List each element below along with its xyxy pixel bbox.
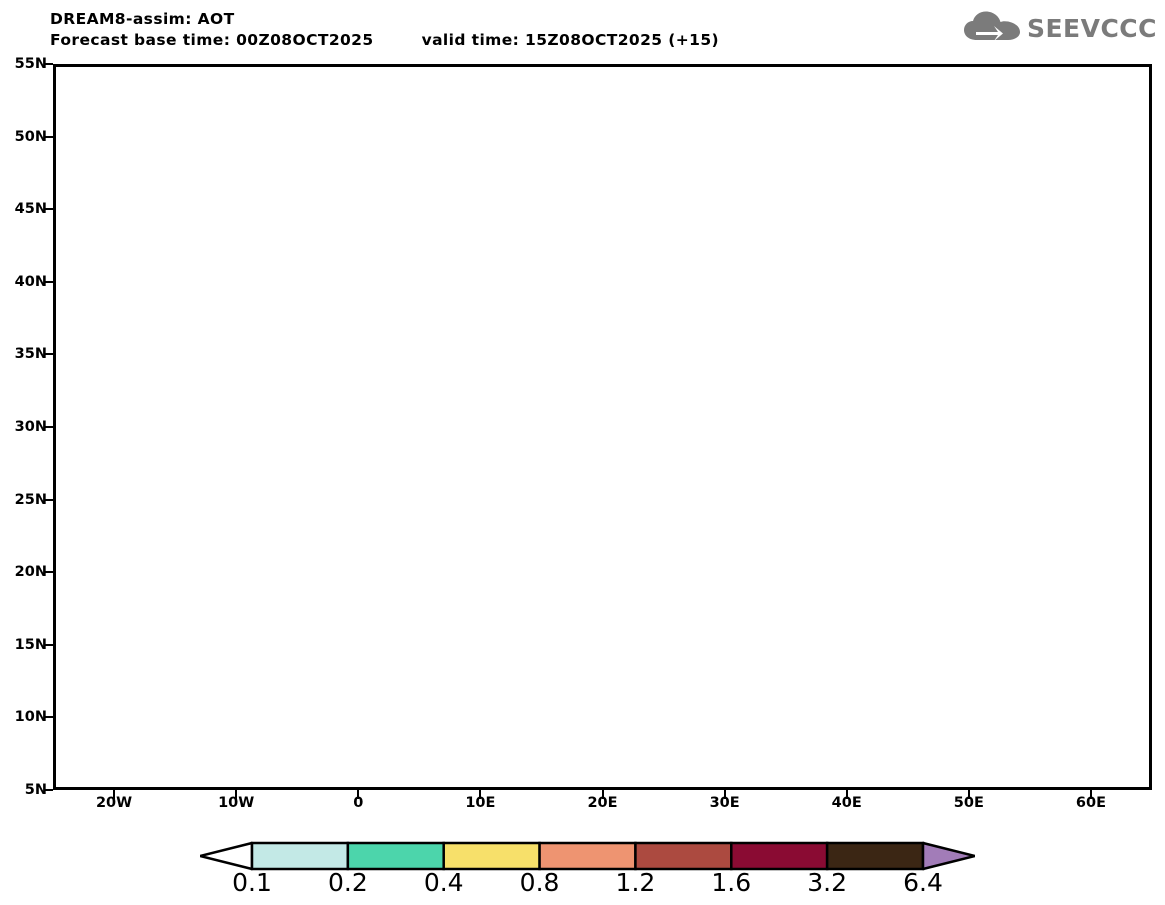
y-tick-mark <box>44 571 53 574</box>
colorbar-tick-label: 0.8 <box>519 868 560 897</box>
x-tick-label: 40E <box>831 795 862 811</box>
colorbar-swatch-4 <box>634 841 733 871</box>
colorbar-swatch-2 <box>442 841 541 871</box>
colorbar-tick-label: 3.2 <box>807 868 848 897</box>
colorbar-tick-label: 0.4 <box>423 868 464 897</box>
colorbar-tick-label: 1.6 <box>711 868 752 897</box>
y-tick-mark <box>44 353 53 356</box>
x-tick-label: 20E <box>587 795 618 811</box>
colorbar-tick-label: 0.2 <box>327 868 368 897</box>
x-tick-mark <box>235 790 238 799</box>
y-tick-mark <box>44 498 53 501</box>
y-tick-mark <box>44 789 53 791</box>
x-tick-label: 20W <box>95 795 133 811</box>
x-tick-mark <box>845 790 848 799</box>
colorbar-swatch-1 <box>346 841 445 871</box>
x-tick-mark <box>479 790 482 799</box>
colorbar-swatch-3 <box>538 841 637 871</box>
y-tick-label: 50N <box>14 128 47 145</box>
y-tick-mark <box>44 643 53 646</box>
y-tick-label: 25N <box>14 491 47 508</box>
y-tick-label: 20N <box>14 564 47 581</box>
y-tick-label: 55N <box>14 56 47 72</box>
x-tick-label: 10W <box>218 795 255 811</box>
x-tick-mark <box>601 790 604 799</box>
map-plot-area <box>53 64 1152 790</box>
y-tick-mark <box>44 716 53 719</box>
x-tick-label: 50E <box>953 795 984 811</box>
colorbar-tick-label: 1.2 <box>615 868 656 897</box>
colorbar-under-cap <box>200 841 254 871</box>
colorbar-tick-label: 0.1 <box>232 868 272 897</box>
y-tick-label: 35N <box>14 346 47 363</box>
y-tick-mark <box>44 135 53 138</box>
colorbar-swatch-5 <box>730 841 829 871</box>
colorbar <box>200 841 975 871</box>
x-tick-mark <box>723 790 726 799</box>
y-tick-mark <box>44 426 53 428</box>
x-tick-label: 60E <box>1075 795 1106 811</box>
colorbar-swatch-0 <box>250 841 350 871</box>
y-tick-label: 15N <box>14 636 47 653</box>
time-title: Forecast base time: 00Z08OCT2025 valid t… <box>50 30 719 51</box>
valid-time: valid time: 15Z08OCT2025 (+15) <box>421 31 719 49</box>
x-tick-label: 0 <box>353 795 364 811</box>
model-title: DREAM8-assim: AOT <box>50 10 235 28</box>
x-tick-mark <box>357 790 360 799</box>
colorbar-tick-label: 6.4 <box>903 868 943 897</box>
y-tick-mark <box>44 208 53 211</box>
chart-header: DREAM8-assim: AOT Forecast base time: 00… <box>0 0 1165 60</box>
title-block: DREAM8-assim: AOT Forecast base time: 00… <box>50 9 719 51</box>
colorbar-labels: 0.1 0.2 0.4 0.8 1.2 1.6 3.2 6.4 <box>200 868 975 900</box>
x-tick-mark <box>967 790 970 799</box>
x-tick-label: 30E <box>709 795 740 811</box>
cloud-arrow-icon <box>963 11 1020 41</box>
y-tick-label: 10N <box>14 709 47 726</box>
y-tick-mark <box>44 63 53 65</box>
forecast-base-time: Forecast base time: 00Z08OCT2025 <box>50 31 374 49</box>
colorbar-swatch-6 <box>825 841 925 871</box>
x-tick-mark <box>1089 790 1092 799</box>
seevccc-logo: SEEVCCC <box>963 11 1157 45</box>
y-tick-label: 5N <box>24 782 47 798</box>
y-tick-label: 30N <box>14 419 47 435</box>
colorbar-swatches <box>200 841 975 871</box>
y-tick-mark <box>44 280 53 283</box>
plot-border <box>53 64 1152 790</box>
y-tick-label: 40N <box>14 273 47 290</box>
logo-text: SEEVCCC <box>1026 13 1157 43</box>
x-tick-mark <box>113 790 116 799</box>
colorbar-over-cap <box>921 841 975 871</box>
y-tick-label: 45N <box>14 201 47 218</box>
x-tick-label: 10E <box>465 795 496 811</box>
